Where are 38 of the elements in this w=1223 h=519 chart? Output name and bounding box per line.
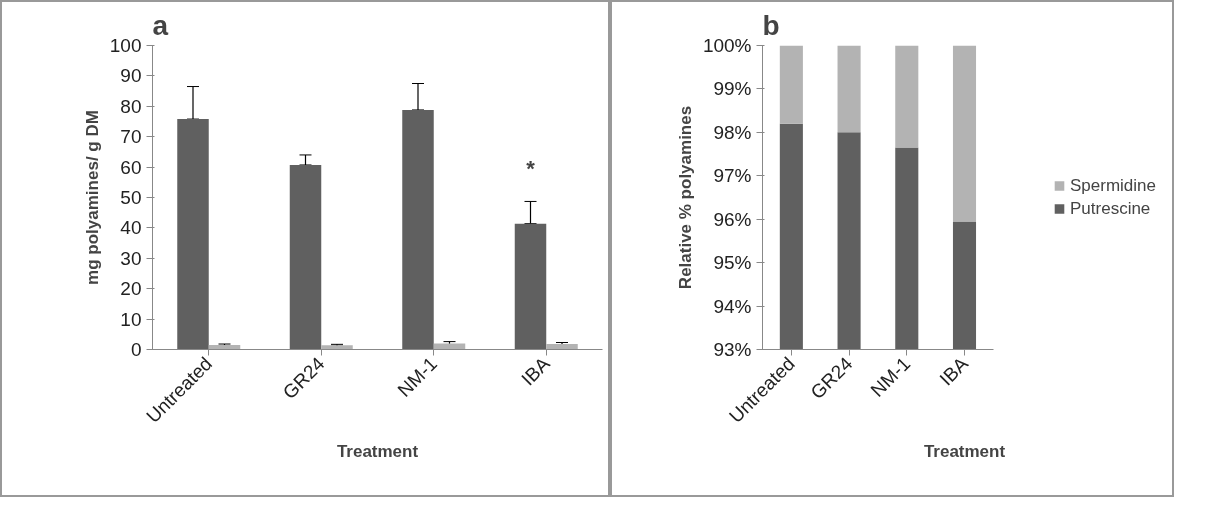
bar [402, 109, 434, 350]
y-tick-label: 93% [713, 339, 752, 360]
x-axis-title: Treatment [336, 442, 419, 462]
x-tick-label: IBA [517, 352, 554, 390]
y-tick-label: 90 [120, 65, 142, 87]
bar [208, 344, 241, 350]
y-tick-label: 50 [120, 187, 142, 208]
y-tick-label: 95% [713, 252, 752, 274]
bar [433, 343, 466, 350]
bar [289, 164, 322, 350]
chart-title: a [152, 9, 169, 41]
y-axis-title: Relative % polyamines [675, 105, 695, 290]
x-axis-title: Treatment [923, 442, 1006, 462]
y-axis-title: mg polyamines/ g DM [82, 110, 102, 285]
y-tick-label: 0 [130, 339, 142, 360]
y-tick-label: 60 [120, 156, 142, 178]
annotation: * [526, 156, 536, 182]
bar [546, 344, 578, 350]
chart-title: b [762, 9, 780, 41]
y-tick-label: 70 [120, 126, 142, 148]
bar [514, 223, 547, 350]
y-tick-label: 80 [120, 95, 142, 117]
bar [177, 119, 209, 350]
legend-label: Spermidine [1070, 175, 1156, 196]
y-tick-label: 96% [713, 208, 752, 230]
y-tick-label: 30 [120, 247, 142, 269]
y-tick-label: 94% [713, 295, 752, 317]
y-tick-label: 100 [109, 35, 142, 56]
y-tick-label: 97% [713, 165, 752, 187]
legend-label: Putrescine [1070, 198, 1151, 219]
y-tick-label: 99% [713, 78, 752, 100]
x-tick-label: IBA [935, 352, 973, 390]
y-tick-label: 98% [713, 121, 752, 143]
y-tick-label: 40 [120, 217, 142, 239]
y-tick-label: 20 [120, 278, 142, 300]
y-tick-label: 100% [702, 35, 752, 56]
y-tick-label: 10 [120, 308, 142, 330]
bar [321, 345, 353, 350]
